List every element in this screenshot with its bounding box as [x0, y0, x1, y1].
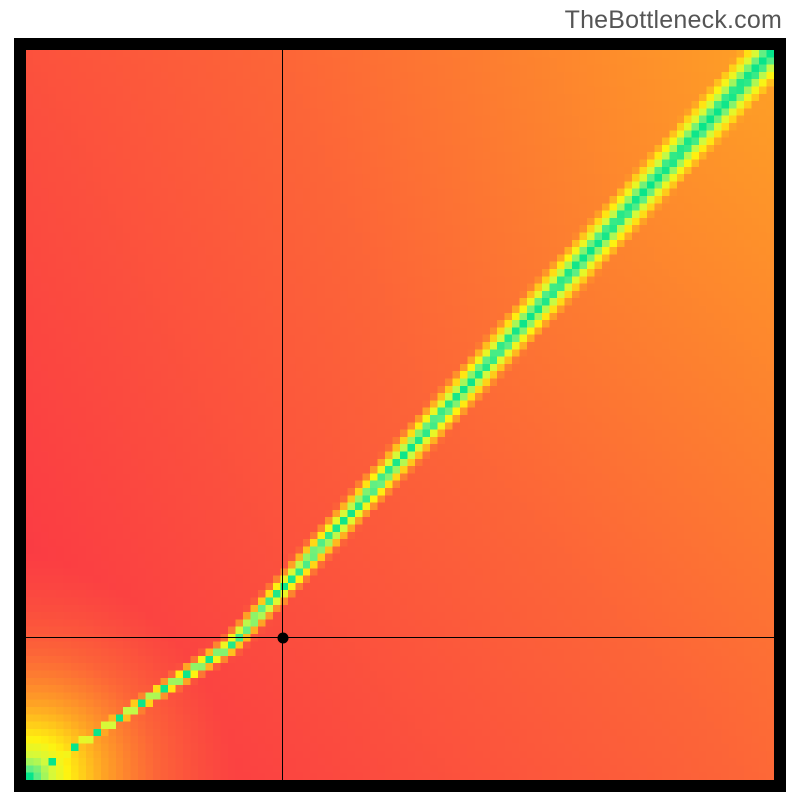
- crosshair-horizontal: [26, 637, 774, 638]
- plot-area: [26, 50, 774, 780]
- chart-frame: [14, 38, 786, 792]
- crosshair-vertical: [282, 50, 283, 780]
- heatmap-canvas: [26, 50, 774, 780]
- watermark-text: TheBottleneck.com: [565, 6, 782, 35]
- crosshair-marker-dot: [277, 632, 288, 643]
